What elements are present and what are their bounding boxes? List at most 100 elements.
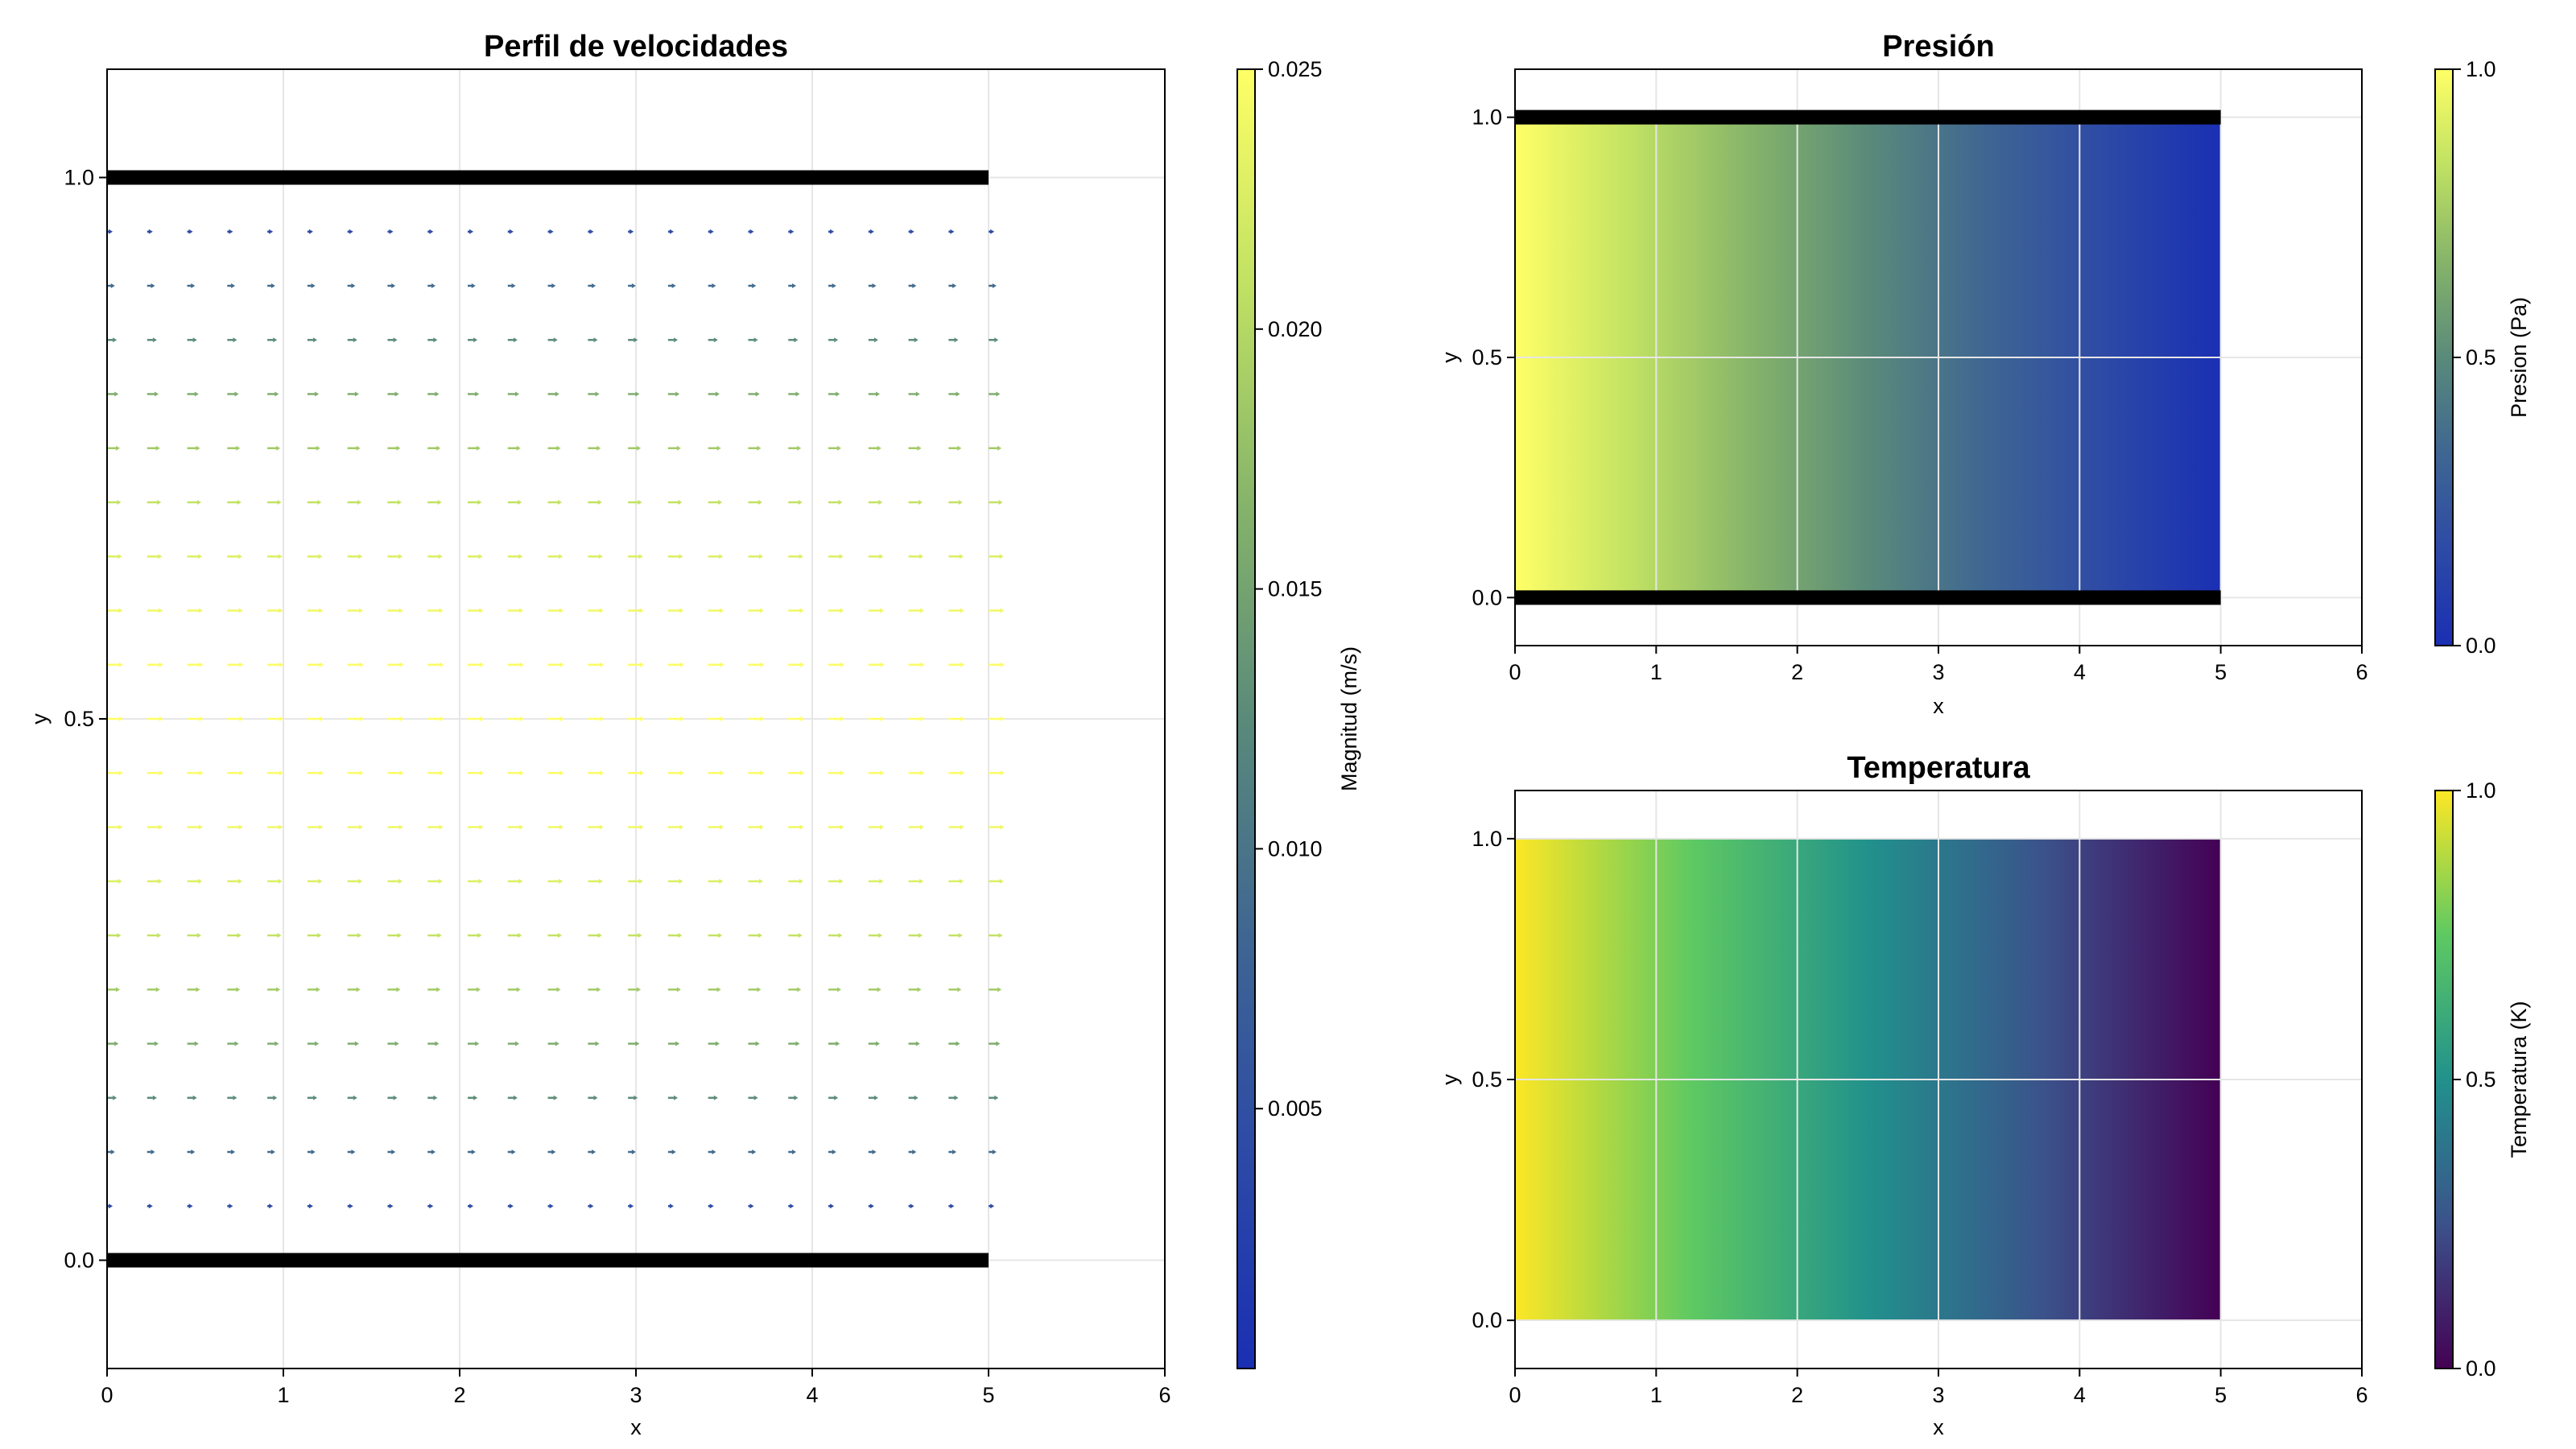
temperature-y-ticks: 0.0 0.5 1.0	[1472, 827, 1515, 1332]
velocity-arrow-head	[155, 1041, 159, 1046]
velocity-arrow-head	[631, 283, 636, 288]
temperature-xlabel: x	[1933, 1415, 1944, 1439]
velocity-arrow-head	[794, 1095, 799, 1100]
velocity-walls	[107, 170, 989, 1268]
velocity-arrow-head	[158, 878, 163, 884]
pressure-ylabel: y	[1438, 352, 1462, 363]
velocity-arrow-head	[236, 987, 241, 993]
pressure-xtick-label: 4	[2074, 660, 2086, 684]
pressure-colorbar	[2434, 68, 2454, 646]
pressure-walls	[1515, 109, 2221, 605]
velocity-arrow-head	[830, 1203, 835, 1209]
velocity-arrow-head	[431, 283, 436, 288]
velocity-arrow-head	[394, 391, 399, 397]
velocity-arrow-head	[477, 500, 482, 505]
velocity-arrow-head	[279, 824, 283, 830]
velocity-arrow-head	[555, 391, 559, 397]
velocity-arrow-head	[399, 716, 404, 721]
velocity-arrow-head	[960, 716, 965, 721]
velocity-arrow-head	[630, 1203, 634, 1209]
velocity-arrow-head	[832, 1150, 836, 1154]
velocity-arrow-head	[278, 554, 283, 559]
velocity-arrow-head	[556, 987, 561, 993]
velocity-arrow-head	[879, 878, 884, 884]
velocity-arrow-head	[719, 554, 724, 559]
velocity-arrow-head	[118, 662, 123, 667]
temperature-title: Temperatura	[1847, 751, 2030, 785]
velocity-arrow-head	[198, 878, 203, 884]
velocity-arrow-head	[549, 229, 554, 234]
velocity-arrow-head	[393, 337, 398, 343]
temperature-panel: Temperatura 0 1 2 3 4 5 6 0.0 0.5 1.0 x y 0.0 0.5…	[1438, 751, 2531, 1439]
velocity-arrow-head	[998, 500, 1003, 505]
velocity-arrow-head	[159, 770, 163, 776]
velocity-arrow-head	[954, 337, 959, 343]
velocity-arrow-head	[389, 229, 394, 234]
velocity-arrow-head	[437, 500, 442, 505]
velocity-arrow-head	[919, 933, 923, 938]
velocity-xtick-label: 1	[277, 1383, 289, 1407]
velocity-arrow-head	[595, 391, 600, 397]
velocity-arrow-head	[758, 933, 762, 938]
velocity-arrow-head	[398, 824, 403, 830]
velocity-arrow-head	[318, 554, 323, 559]
velocity-arrow-head	[597, 987, 601, 993]
velocity-arrow-head	[599, 608, 604, 613]
velocity-arrow-head	[431, 1150, 436, 1154]
velocity-arrow-head	[118, 770, 123, 776]
temperature-x-ticks: 0 1 2 3 4 5 6	[1509, 1368, 2368, 1407]
velocity-xtick-label: 3	[630, 1383, 642, 1407]
velocity-arrow-head	[148, 229, 153, 234]
velocity-arrow-head	[880, 608, 885, 613]
velocity-arrow-head	[159, 608, 163, 613]
velocity-arrow-head	[438, 554, 443, 559]
velocity-arrow-head	[752, 283, 757, 288]
temperature-colorbar-ticks: 0.0 0.5 1.0	[2453, 778, 2496, 1381]
velocity-arrow-head	[954, 1095, 959, 1100]
velocity-xtick-label: 0	[101, 1383, 113, 1407]
velocity-arrow-head	[877, 445, 881, 451]
velocity-arrow-head	[114, 391, 119, 397]
velocity-arrow-head	[795, 391, 800, 397]
velocity-arrow-head	[719, 878, 724, 884]
velocity-arrow-head	[275, 1041, 279, 1046]
velocity-arrow-head	[679, 878, 683, 884]
velocity-arrow-head	[353, 337, 357, 343]
velocity-arrow-head	[559, 716, 564, 721]
velocity-arrow-head	[679, 770, 684, 776]
velocity-arrow-head	[880, 662, 885, 667]
velocity-arrow-head	[397, 933, 402, 938]
velocity-arrow-head	[113, 1095, 118, 1100]
velocity-arrow-head	[840, 608, 844, 613]
velocity-arrow-head	[872, 283, 877, 288]
velocity-arrow-head	[836, 391, 840, 397]
velocity-arrow-head	[236, 445, 241, 451]
temperature-xtick-label: 4	[2074, 1383, 2086, 1407]
velocity-arrow-head	[757, 987, 762, 993]
pressure-xtick-label: 1	[1650, 660, 1662, 684]
velocity-arrow-head	[229, 1203, 233, 1209]
velocity-arrow-head	[877, 987, 881, 993]
pressure-colorbar-label: Presion (Pa)	[2507, 297, 2531, 418]
velocity-arrow-head	[279, 770, 283, 776]
velocity-arrow-head	[715, 1041, 720, 1046]
velocity-arrow-head	[790, 229, 795, 234]
velocity-arrow-head	[912, 283, 917, 288]
velocity-arrow-head	[198, 554, 203, 559]
velocity-xlabel: x	[630, 1415, 642, 1439]
velocity-arrow-head	[479, 662, 484, 667]
velocity-arrow-head	[152, 1095, 157, 1100]
velocity-arrow-head	[357, 500, 362, 505]
velocity-arrow-head	[429, 1203, 434, 1209]
velocity-arrow-head	[315, 391, 320, 397]
velocity-arrow-head	[199, 770, 204, 776]
velocity-arrow-head	[316, 445, 320, 451]
velocity-arrow-head	[920, 662, 925, 667]
velocity-arrow-head	[234, 1041, 239, 1046]
velocity-arrow-head	[637, 445, 642, 451]
velocity-arrow-head	[469, 1203, 474, 1209]
velocity-arrow-head	[634, 1095, 638, 1100]
velocity-arrow-head	[715, 391, 720, 397]
temperature-cbtick-label: 0.5	[2466, 1067, 2496, 1092]
velocity-arrow-head	[159, 824, 163, 830]
